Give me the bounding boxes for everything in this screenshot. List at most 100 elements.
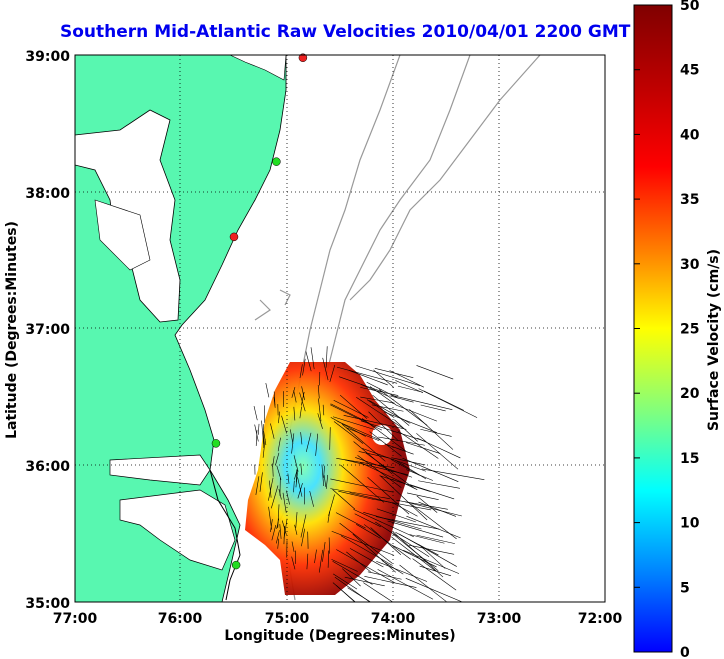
velocity-vector: [404, 501, 462, 517]
velocity-vector: [306, 553, 309, 570]
velocity-vector: [349, 492, 392, 503]
velocity-vector: [289, 429, 294, 444]
colorbar: [633, 4, 673, 653]
velocity-vector: [409, 534, 445, 544]
outer-banks: [209, 469, 241, 601]
velocity-vector: [418, 501, 457, 517]
velocity-vector: [293, 390, 297, 403]
x-axis-label: Longitude (Degrees:Minutes): [224, 628, 455, 644]
velocity-vector: [279, 524, 282, 539]
velocity-vector: [406, 469, 434, 481]
velocity-vector: [332, 561, 373, 585]
velocity-vector: [395, 380, 424, 394]
colorbar-tick: 0: [680, 645, 690, 659]
velocity-vector: [352, 533, 396, 573]
velocity-vector: [379, 389, 428, 426]
albemarle-sound: [109, 454, 211, 486]
velocity-vector: [331, 559, 358, 572]
velocity-vector: [342, 568, 361, 587]
velocity-vector: [329, 364, 336, 383]
velocity-vector: [293, 455, 299, 472]
velocity-vector: [321, 464, 324, 487]
velocity-vector: [375, 521, 430, 557]
velocity-vector: [278, 488, 282, 500]
velocity-vector: [301, 391, 305, 406]
velocity-vector: [363, 524, 411, 560]
velocity-vector: [275, 530, 280, 544]
velocity-vector: [353, 509, 415, 538]
station-markers: [211, 53, 308, 570]
velocity-vector: [421, 468, 485, 480]
velocity-vector: [376, 508, 416, 523]
velocity-vector: [318, 398, 322, 422]
velocity-vector: [367, 571, 402, 580]
velocity-vector: [336, 549, 395, 583]
velocity-vector: [376, 560, 428, 582]
velocity-vector: [412, 558, 457, 591]
velocity-vector: [262, 438, 266, 458]
velocity-vector: [406, 515, 461, 539]
velocity-vector: [332, 489, 356, 510]
velocity-vector: [305, 351, 312, 372]
colorbar-tick: 25: [680, 322, 699, 338]
station-marker: [231, 560, 241, 570]
velocity-vector: [317, 384, 320, 399]
velocity-vector: [300, 432, 303, 445]
velocity-vector: [291, 556, 296, 570]
velocity-vector: [394, 419, 418, 442]
velocity-vector: [305, 432, 312, 452]
pamlico-sound: [119, 489, 236, 571]
velocity-vector: [337, 421, 382, 441]
velocity-vector: [389, 395, 414, 403]
velocity-vector: [339, 394, 368, 419]
velocity-vector: [329, 427, 331, 450]
velocity-vector: [344, 459, 409, 476]
velocity-vector: [315, 433, 319, 456]
velocity-vector: [317, 413, 323, 429]
velocity-vector: [283, 518, 288, 539]
velocity-vector: [300, 463, 303, 475]
station-marker: [272, 157, 281, 166]
velocity-vector: [325, 474, 329, 489]
velocity-vector: [334, 576, 371, 602]
velocity-vector: [333, 421, 364, 444]
velocity-vector: [253, 405, 258, 421]
velocity-vector: [277, 538, 280, 549]
velocity-vector: [278, 411, 281, 424]
station-marker: [211, 439, 221, 448]
velocity-vector: [346, 427, 380, 441]
colorbar-tick: 15: [680, 451, 699, 467]
velocity-vector: [387, 520, 444, 538]
velocity-vector: [343, 414, 407, 430]
velocity-vector: [391, 457, 426, 466]
velocity-vector: [270, 423, 275, 439]
station-marker: [229, 232, 239, 242]
velocity-vector: [354, 513, 381, 528]
velocity-vector: [271, 485, 279, 509]
velocity-vector: [309, 491, 314, 507]
velocity-vector: [339, 522, 393, 564]
velocity-vector: [377, 569, 434, 600]
velocity-vector: [420, 428, 452, 437]
velocity-vector: [375, 516, 440, 530]
velocity-vector: [297, 482, 303, 499]
velocity-vector: [323, 474, 327, 487]
velocity-vector: [299, 406, 302, 419]
x-tick: 74:00: [371, 611, 416, 627]
colorbar-ticks: 0 5 10 15 20 25 30 35 40 45 50: [634, 0, 700, 659]
velocity-vector: [265, 383, 270, 398]
bay-tributary: [94, 199, 151, 271]
velocity-vector: [409, 484, 455, 500]
velocity-vector: [301, 528, 306, 547]
velocity-vector: [314, 549, 317, 564]
velocity-vector: [322, 541, 326, 562]
velocity-vector: [330, 403, 370, 424]
velocity-vector: [356, 397, 404, 429]
colorbar-tick: 20: [680, 386, 700, 402]
velocity-vector: [416, 534, 455, 544]
velocity-vector: [419, 544, 446, 569]
velocity-vector: [294, 524, 298, 535]
station-marker: [298, 53, 308, 62]
velocity-vector: [399, 533, 457, 567]
